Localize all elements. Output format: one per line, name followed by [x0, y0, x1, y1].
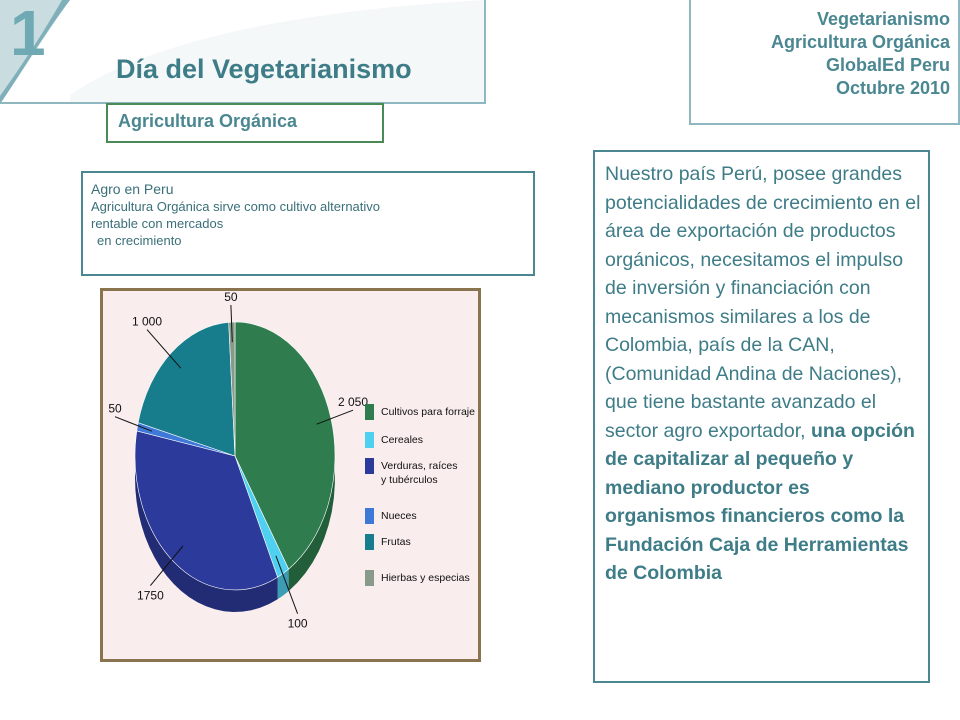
legend-swatch: [365, 432, 374, 448]
pie-slice-edge: [135, 430, 278, 612]
paragraph-text: Nuestro país Perú, posee grandes potenci…: [605, 163, 921, 442]
section-subtitle: Agricultura Orgánica: [106, 103, 384, 143]
pie-value-label: 1 000: [132, 315, 162, 329]
info-box: Vegetarianismo Agricultura Orgánica Glob…: [689, 0, 960, 125]
title-header: 1 Día del Vegetarianismo: [0, 0, 486, 104]
pie-leader-line: [150, 545, 184, 586]
legend-label: Nueces: [381, 510, 417, 522]
pie-leader-line: [114, 416, 153, 432]
agro-line: en crecimiento: [97, 233, 182, 248]
pie-slice: [134, 430, 278, 591]
pie-leader-line: [316, 409, 354, 425]
legend-swatch: [365, 458, 374, 474]
pie-value-label: 100: [288, 617, 308, 631]
paragraph-bold-text: una opción de capitalizar al pequeño y m…: [605, 419, 915, 585]
agro-line: rentable con mercados: [91, 216, 224, 231]
slide-number: 1: [10, 0, 46, 69]
page-title: Día del Vegetarianismo: [116, 54, 412, 84]
legend-swatch: [365, 534, 374, 550]
pie-value-label: 1750: [137, 589, 164, 603]
pie-slice-edge: [277, 569, 289, 600]
info-line: Octubre 2010: [835, 78, 950, 98]
legend-label: Cereales: [381, 434, 423, 446]
agro-info-box: Agro en Peru Agricultura Orgánica sirve …: [81, 171, 535, 276]
legend-label: Verduras, raíces y tubérculos: [381, 460, 457, 486]
pie-leader-line: [230, 304, 233, 343]
agro-line: Agricultura Orgánica sirve como cultivo …: [91, 199, 381, 214]
pie-chart-frame: 2 050 100 1750 50 1 000 50 Cultivos para forra…: [100, 288, 481, 662]
pie-value-label: 50: [108, 402, 122, 416]
legend-swatch: [365, 570, 374, 586]
legend-label: Cultivos para forraje: [381, 406, 475, 418]
info-line: Vegetarianismo: [816, 9, 950, 29]
pie-leader-line: [275, 555, 299, 614]
pie-value-label: 2 050: [338, 395, 368, 409]
legend-label: Frutas: [381, 536, 411, 548]
legend-swatch: [365, 404, 374, 420]
info-line: Agricultura Orgánica: [770, 32, 950, 52]
agro-title: Agro en Peru: [91, 181, 174, 197]
paragraph-box: Nuestro país Perú, posee grandes potenci…: [593, 150, 930, 683]
info-line: GlobalEd Peru: [825, 55, 950, 75]
pie-chart: 2 050 100 1750 50 1 000 50 Cultivos para forra…: [108, 290, 475, 631]
pie-slice: [137, 321, 236, 457]
pie-value-label: 50: [224, 291, 238, 304]
legend-label: Hierbas y especias: [381, 572, 470, 584]
pie-leader-line: [146, 329, 182, 369]
legend-swatch: [365, 508, 374, 524]
decorative-swoosh: [0, 0, 484, 102]
